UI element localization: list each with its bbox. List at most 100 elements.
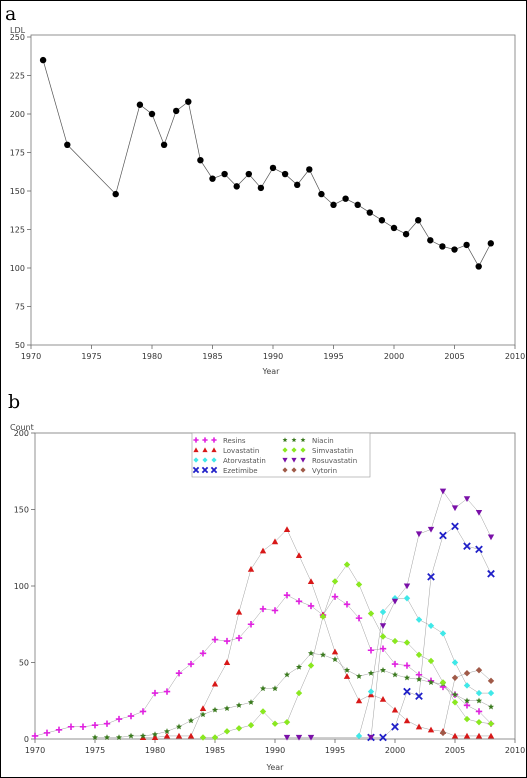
data-point <box>403 717 411 724</box>
legend-box <box>191 432 371 478</box>
data-point <box>269 164 277 172</box>
legend-label: Rosuvastatin <box>312 457 357 465</box>
data-point <box>91 722 99 729</box>
data-point <box>342 195 349 202</box>
data-point <box>427 657 435 665</box>
series-line <box>143 528 491 738</box>
data-point <box>271 685 279 692</box>
data-point <box>163 732 171 739</box>
x-tick-label: 2000 <box>384 352 404 361</box>
data-point <box>475 697 483 704</box>
panel-a-lines <box>42 60 492 268</box>
data-point <box>391 637 399 645</box>
legend-symbol <box>193 457 199 463</box>
data-point <box>463 715 471 723</box>
data-point <box>247 621 255 628</box>
data-point <box>259 547 267 554</box>
data-point <box>415 217 422 224</box>
data-point <box>306 166 313 173</box>
data-point <box>199 711 207 718</box>
x-tick-label: 2000 <box>385 746 405 755</box>
data-point <box>403 639 411 646</box>
data-point <box>295 552 303 558</box>
data-point <box>475 666 483 674</box>
data-point <box>463 241 470 249</box>
data-point <box>283 671 291 678</box>
panel-b-legend: Resins Lovastatin Atorvastatin Ezetimibe Nia… <box>191 432 371 478</box>
y-tick-label: 200 <box>14 429 29 438</box>
data-point <box>463 542 471 551</box>
x-tick-label: 1975 <box>81 352 101 361</box>
data-point <box>475 545 483 554</box>
data-point <box>64 141 71 148</box>
legend-symbol <box>192 466 200 474</box>
legend-symbol <box>193 447 199 453</box>
y-tick-label: 125 <box>10 226 25 235</box>
data-point <box>427 526 435 533</box>
y-tick-label: 225 <box>10 72 25 81</box>
data-point <box>112 190 119 198</box>
data-point <box>355 614 363 622</box>
data-point <box>427 572 435 581</box>
data-point <box>415 692 423 700</box>
legend-symbol <box>282 437 288 443</box>
data-point <box>487 720 495 727</box>
data-point <box>163 688 171 695</box>
data-point <box>439 679 447 686</box>
data-point <box>391 722 399 731</box>
data-point <box>127 732 135 739</box>
legend-label: Lovastatin <box>223 447 259 455</box>
data-point <box>391 706 399 713</box>
data-point <box>427 679 435 685</box>
data-point <box>259 685 267 692</box>
data-point <box>415 616 423 623</box>
data-point <box>235 702 243 708</box>
legend-symbol <box>211 447 217 453</box>
y-tick-label: 250 <box>10 33 25 42</box>
data-point <box>367 734 375 741</box>
data-point <box>245 170 252 178</box>
data-point <box>355 732 363 740</box>
data-point <box>211 680 219 687</box>
data-point <box>343 666 351 673</box>
data-point <box>31 732 39 740</box>
data-point <box>223 637 231 645</box>
data-point <box>367 647 375 654</box>
x-tick-label: 1990 <box>263 352 283 361</box>
data-point <box>343 561 351 568</box>
data-point <box>175 723 183 730</box>
data-point <box>475 718 483 726</box>
data-point <box>390 224 398 232</box>
legend-symbol <box>202 447 208 453</box>
data-point <box>223 705 231 711</box>
data-point <box>271 538 279 545</box>
data-point <box>187 717 195 724</box>
data-point <box>294 181 301 189</box>
data-point <box>175 670 183 677</box>
panel-b-lines <box>34 490 492 738</box>
data-point <box>307 650 315 656</box>
data-point <box>367 610 375 617</box>
legend-label: Simvastatin <box>312 447 353 455</box>
data-point <box>259 605 267 613</box>
data-point <box>415 676 423 682</box>
data-point <box>427 237 434 244</box>
data-point <box>187 732 195 739</box>
data-point <box>402 230 410 238</box>
y-tick-label: 100 <box>14 582 29 591</box>
series-line <box>34 594 492 737</box>
legend-label: Vytorin <box>312 467 337 475</box>
panel-b-plot-frame <box>34 432 516 740</box>
y-tick-label: 150 <box>14 506 29 515</box>
data-point <box>127 712 135 720</box>
data-point <box>439 729 447 737</box>
x-tick-label: 2005 <box>445 746 465 755</box>
x-tick-label: 1975 <box>85 746 105 755</box>
series-line <box>358 598 491 736</box>
data-point <box>295 663 303 670</box>
data-point <box>487 534 495 541</box>
panel-b-markers <box>31 488 495 742</box>
panel-b-ylabel: Count <box>10 423 34 432</box>
data-point <box>379 633 387 640</box>
